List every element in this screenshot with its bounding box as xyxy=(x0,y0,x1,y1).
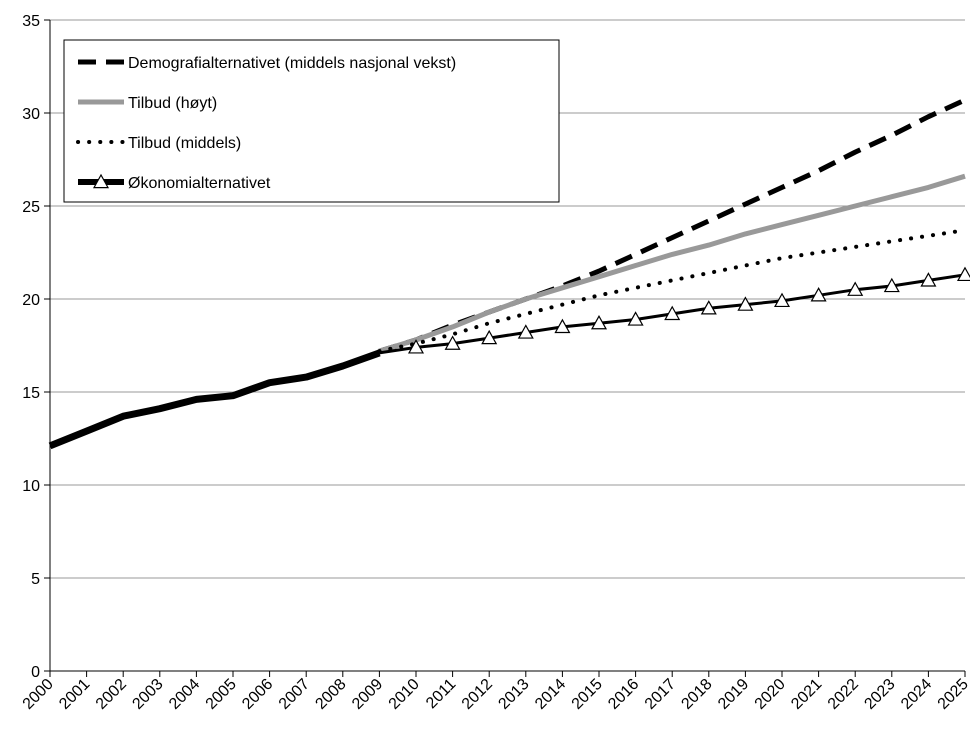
series-line-1 xyxy=(378,173,966,354)
legend-label-2: Tilbud (middels) xyxy=(128,135,241,152)
x-tick-label: 2002 xyxy=(93,676,130,713)
legend-box xyxy=(63,39,560,203)
data-point-marker xyxy=(773,292,791,308)
series-line-0 xyxy=(378,97,967,354)
data-point-marker xyxy=(554,318,571,334)
series-1 xyxy=(378,173,966,354)
legend-label-1: Tilbud (høyt) xyxy=(128,95,217,112)
data-point-marker xyxy=(627,311,644,326)
x-tick-label: 2017 xyxy=(642,676,679,713)
data-point-marker xyxy=(444,335,461,350)
y-tick-label: 5 xyxy=(31,571,40,588)
x-tick-label: 2021 xyxy=(788,676,825,713)
series-2 xyxy=(377,228,967,354)
legend-marker xyxy=(92,173,110,189)
x-tick-label: 2024 xyxy=(898,676,935,713)
x-tick-label: 2015 xyxy=(569,676,606,713)
x-tick-label: 2008 xyxy=(312,676,349,713)
series-line-historical xyxy=(48,349,381,450)
data-point-marker xyxy=(664,305,681,321)
x-tick-label: 2019 xyxy=(715,676,752,713)
axes xyxy=(49,20,965,672)
data-point-marker xyxy=(590,314,608,330)
y-tick-label: 35 xyxy=(22,13,40,30)
data-point-marker xyxy=(810,287,827,302)
x-tick-label: 2004 xyxy=(166,676,203,713)
y-tick-label: 10 xyxy=(22,478,40,495)
y-tick-label: 15 xyxy=(22,385,40,402)
series-line-2 xyxy=(377,228,967,354)
data-point-marker xyxy=(737,296,754,311)
legend: Demografialternativet (middels nasjonal … xyxy=(63,39,560,203)
legend-label-0: Demografialternativet (middels nasjonal … xyxy=(128,55,456,72)
y-tick-label: 25 xyxy=(22,199,40,216)
y-axis-ticks: 0 5 10 15 20 25 30 35 xyxy=(22,13,50,681)
y-tick-label: 0 xyxy=(31,664,40,681)
x-tick-label: 2005 xyxy=(203,676,240,713)
legend-label-3: Økonomialternativet xyxy=(128,175,271,192)
data-point-marker xyxy=(883,277,900,293)
x-tick-label: 2014 xyxy=(532,676,569,713)
x-axis-ticks: 2000 2001 2002 2003 2004 2005 2006 2007 2008 2009… xyxy=(20,671,970,713)
series-3 xyxy=(48,266,970,450)
x-tick-label: 2023 xyxy=(861,676,898,713)
x-tick-label: 2001 xyxy=(56,676,93,713)
x-tick-label: 2020 xyxy=(752,676,789,713)
x-tick-label: 2016 xyxy=(605,676,642,713)
x-tick-label: 2025 xyxy=(935,676,970,713)
x-tick-label: 2018 xyxy=(678,676,715,713)
x-tick-label: 2012 xyxy=(459,676,496,713)
data-point-marker xyxy=(407,339,425,354)
x-tick-label: 2010 xyxy=(386,676,423,713)
x-tick-label: 2009 xyxy=(349,676,386,713)
data-point-marker xyxy=(700,300,717,315)
x-tick-label: 2011 xyxy=(423,676,459,712)
data-point-marker xyxy=(847,281,864,296)
y-tick-label: 20 xyxy=(22,292,40,309)
series-0 xyxy=(378,97,967,354)
data-point-marker xyxy=(920,272,937,287)
x-tick-label: 2007 xyxy=(276,676,313,713)
data-point-marker xyxy=(517,324,534,339)
x-tick-label: 2013 xyxy=(495,676,532,713)
x-tick-label: 2003 xyxy=(129,676,166,713)
x-tick-label: 2000 xyxy=(20,676,57,713)
data-point-marker xyxy=(956,266,970,282)
x-tick-label: 2006 xyxy=(239,676,276,713)
x-tick-label: 2022 xyxy=(825,676,862,713)
data-point-marker xyxy=(481,329,498,345)
y-tick-label: 30 xyxy=(22,106,40,123)
series-lines xyxy=(48,97,970,450)
